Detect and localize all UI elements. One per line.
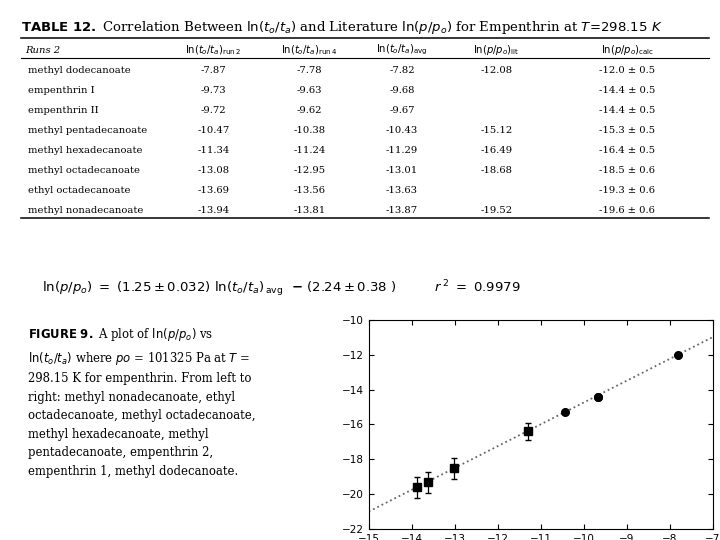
Text: -19.6 ± 0.6: -19.6 ± 0.6 <box>599 206 655 214</box>
Text: -14.4 ± 0.5: -14.4 ± 0.5 <box>599 106 655 114</box>
Text: -10.38: -10.38 <box>294 126 325 134</box>
Text: -18.5 ± 0.6: -18.5 ± 0.6 <box>599 166 655 174</box>
Text: -14.4 ± 0.5: -14.4 ± 0.5 <box>599 86 655 94</box>
Text: -19.52: -19.52 <box>480 206 513 214</box>
Text: $\ln(t_o/t_a)_{\mathrm{run\,4}}$: $\ln(t_o/t_a)_{\mathrm{run\,4}}$ <box>282 44 338 57</box>
Text: empenthrin I: empenthrin I <box>28 86 95 94</box>
Text: -12.95: -12.95 <box>294 166 325 174</box>
Text: -13.81: -13.81 <box>293 206 325 214</box>
Text: $\mathbf{TABLE\ 12.}$ Correlation Between $\ln(t_o/t_a)$ and Literature $\ln(p/p: $\mathbf{TABLE\ 12.}$ Correlation Betwee… <box>22 19 663 36</box>
Text: $\ln(p/p_o)\ =\ (1.25 \pm 0.032)\ \ln(t_o/t_a)_{\,\mathrm{avg}}$$\ \ \mathbf{-}\: $\ln(p/p_o)\ =\ (1.25 \pm 0.032)\ \ln(t_… <box>42 279 521 299</box>
Text: -13.01: -13.01 <box>386 166 418 174</box>
Text: $\ln(p/p_o)_{\mathrm{lit}}$: $\ln(p/p_o)_{\mathrm{lit}}$ <box>473 43 519 57</box>
Text: methyl hexadecanoate: methyl hexadecanoate <box>28 146 143 154</box>
Text: methyl nonadecanoate: methyl nonadecanoate <box>28 206 144 214</box>
Text: -13.87: -13.87 <box>386 206 418 214</box>
Text: -18.68: -18.68 <box>480 166 513 174</box>
Text: -11.29: -11.29 <box>386 146 418 154</box>
Text: methyl octadecanoate: methyl octadecanoate <box>28 166 140 174</box>
Text: -13.94: -13.94 <box>197 206 230 214</box>
Text: -13.69: -13.69 <box>197 186 230 194</box>
Text: methyl pentadecanoate: methyl pentadecanoate <box>28 126 148 134</box>
Text: -9.67: -9.67 <box>390 106 415 114</box>
Text: $\mathbf{FIGURE\ 9.}$ A plot of $\ln(p/p_o)$ vs
$\ln(t_o/t_a)$ where $po$ = 1013: $\mathbf{FIGURE\ 9.}$ A plot of $\ln(p/p… <box>28 326 256 478</box>
Text: -16.49: -16.49 <box>480 146 513 154</box>
Text: methyl dodecanoate: methyl dodecanoate <box>28 66 131 75</box>
Text: -12.08: -12.08 <box>480 66 513 75</box>
Text: -7.78: -7.78 <box>297 66 323 75</box>
Text: -9.63: -9.63 <box>297 86 323 94</box>
Text: -16.4 ± 0.5: -16.4 ± 0.5 <box>599 146 655 154</box>
Text: $\ln(p/p_o)_{\mathrm{calc}}$: $\ln(p/p_o)_{\mathrm{calc}}$ <box>600 43 654 57</box>
Text: -10.43: -10.43 <box>386 126 418 134</box>
Text: $\ln(t_o/t_a)_{\mathrm{avg}}$: $\ln(t_o/t_a)_{\mathrm{avg}}$ <box>376 43 428 57</box>
Text: -15.12: -15.12 <box>480 126 513 134</box>
Text: -7.87: -7.87 <box>201 66 226 75</box>
Text: -10.47: -10.47 <box>197 126 230 134</box>
Text: -9.68: -9.68 <box>390 86 415 94</box>
Text: -15.3 ± 0.5: -15.3 ± 0.5 <box>599 126 655 134</box>
Text: -9.62: -9.62 <box>297 106 323 114</box>
Text: -7.82: -7.82 <box>390 66 415 75</box>
Text: -19.3 ± 0.6: -19.3 ± 0.6 <box>599 186 655 194</box>
Text: Runs 2: Runs 2 <box>25 46 60 55</box>
Text: -11.24: -11.24 <box>293 146 325 154</box>
Text: empenthrin II: empenthrin II <box>28 106 99 114</box>
Text: -13.08: -13.08 <box>197 166 230 174</box>
Text: -11.34: -11.34 <box>197 146 230 154</box>
Text: -13.63: -13.63 <box>386 186 418 194</box>
Text: -9.72: -9.72 <box>201 106 226 114</box>
Text: ethyl octadecanoate: ethyl octadecanoate <box>28 186 131 194</box>
Text: -9.73: -9.73 <box>201 86 226 94</box>
Text: -12.0 ± 0.5: -12.0 ± 0.5 <box>599 66 655 75</box>
Text: $\ln(t_o/t_a)_{\mathrm{run\,2}}$: $\ln(t_o/t_a)_{\mathrm{run\,2}}$ <box>186 44 241 57</box>
Text: -13.56: -13.56 <box>294 186 325 194</box>
